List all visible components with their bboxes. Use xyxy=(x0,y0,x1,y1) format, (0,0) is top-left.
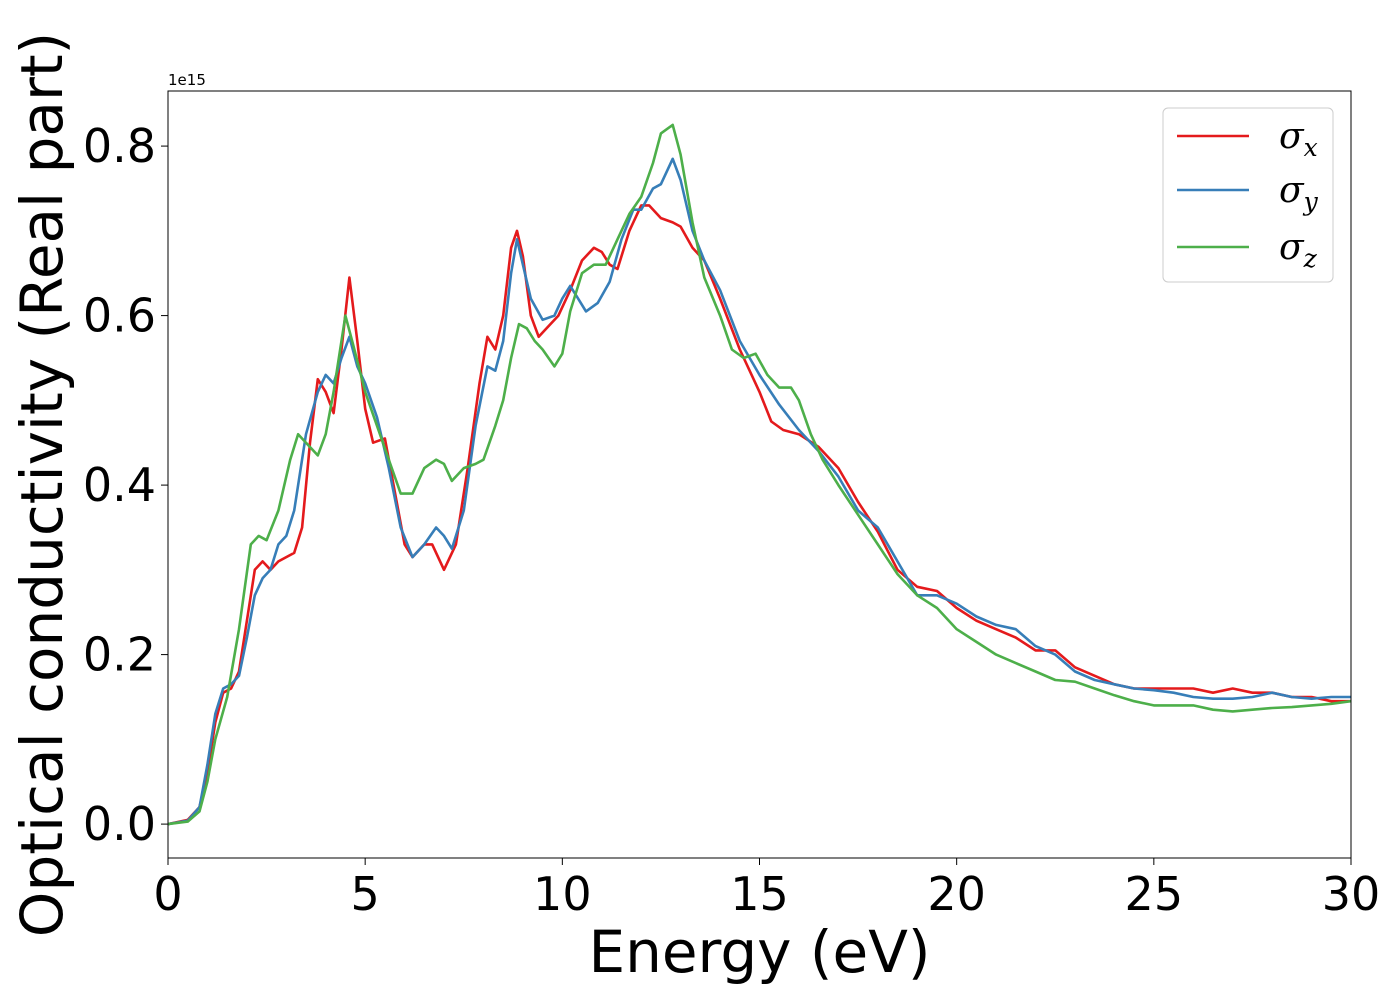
series-line-y xyxy=(168,157,1351,826)
y-tick-label: 0.4 xyxy=(83,458,156,512)
x-tick-label: 25 xyxy=(1125,867,1184,921)
x-axis: 0 5 10 15 20 25 30 xyxy=(153,858,1380,921)
legend-label-x: σx xyxy=(1279,116,1318,162)
legend-label-y: σy xyxy=(1279,170,1319,216)
legend-label-z: σz xyxy=(1279,227,1318,273)
x-tick-label: 30 xyxy=(1322,867,1381,921)
x-tick-label: 0 xyxy=(153,867,182,921)
x-tick-label: 5 xyxy=(351,867,380,921)
y-tick-label: 0.6 xyxy=(83,289,156,343)
x-tick-label: 10 xyxy=(533,867,592,921)
x-axis-label: Energy (eV) xyxy=(588,918,930,986)
y-axis: 0.0 0.2 0.4 0.6 0.8 xyxy=(83,119,168,851)
x-tick-label: 20 xyxy=(927,867,986,921)
y-axis-label: Optical conductivity (Real part) xyxy=(8,32,76,937)
series-line-z xyxy=(168,123,1351,826)
y-tick-label: 0.0 xyxy=(83,797,156,851)
y-offset-label: 1e15 xyxy=(168,71,206,89)
x-tick-label: 15 xyxy=(730,867,789,921)
y-tick-label: 0.8 xyxy=(83,119,156,173)
series-layer xyxy=(168,123,1351,826)
y-tick-label: 0.2 xyxy=(83,628,156,682)
legend-box xyxy=(1162,107,1334,283)
legend: σx σy σz xyxy=(1162,107,1334,283)
